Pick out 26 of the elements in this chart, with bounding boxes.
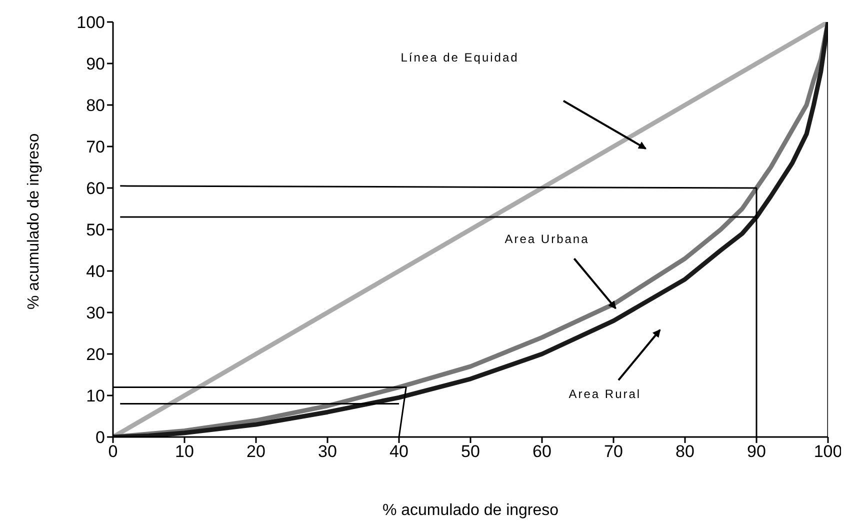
x-tick-label: 0 (108, 442, 118, 462)
y-tick-label: 70 (86, 138, 105, 157)
x-tick-label: 50 (461, 442, 480, 462)
y-tick-label: 80 (86, 96, 105, 116)
y-tick-label: 60 (86, 179, 105, 198)
annotation: Area Urbana (504, 232, 590, 246)
y-axis-title: % acumulado de ingreso (26, 133, 43, 310)
x-tick-label: 80 (676, 442, 694, 462)
y-tick-label: 40 (86, 262, 105, 282)
y-tick-label: 50 (86, 220, 105, 240)
x-tick-label: 40 (390, 442, 408, 462)
y-tick-label: 90 (86, 54, 105, 74)
y-tick-label: 100 (76, 13, 105, 32)
x-tick-label: 70 (604, 442, 623, 462)
x-tick-label: 90 (747, 442, 766, 462)
annotation: Area Rural (568, 386, 642, 401)
x-axis-title: % acumulado de ingreso (382, 502, 559, 519)
annotation: Línea de Equidad (400, 50, 519, 64)
x-tick-label: 60 (532, 442, 552, 462)
x-tick-label: 30 (318, 442, 337, 462)
x-tick-label: 10 (175, 442, 194, 462)
y-tick-label: 10 (86, 386, 105, 406)
x-tick-label: 20 (246, 442, 266, 462)
y-tick-label: 30 (86, 304, 105, 323)
y-tick-label: 20 (86, 345, 105, 364)
y-tick-label: 0 (96, 428, 105, 448)
